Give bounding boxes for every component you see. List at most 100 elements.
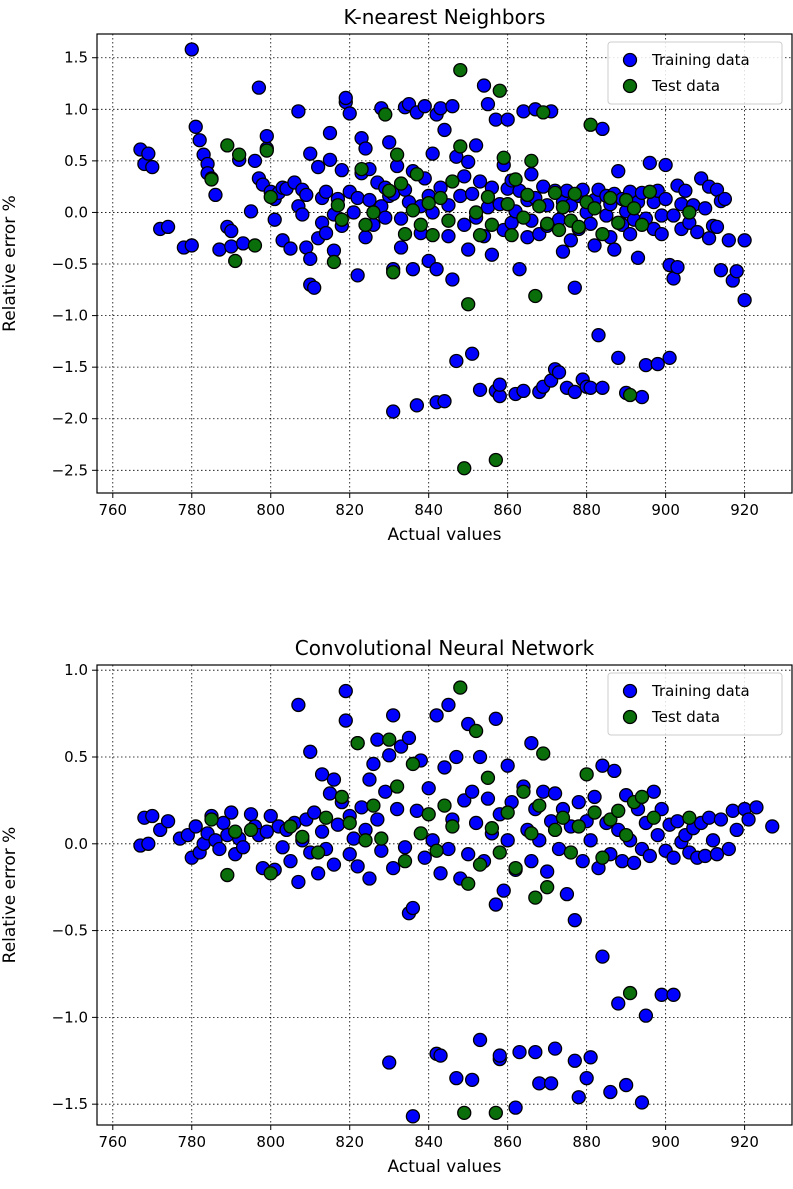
data-point <box>500 833 515 848</box>
data-point <box>338 713 353 728</box>
data-point <box>461 154 476 170</box>
data-point <box>358 141 373 156</box>
x-tick-label: 920 <box>730 501 759 519</box>
data-point <box>682 205 697 220</box>
data-point <box>516 784 531 799</box>
data-point <box>342 106 357 121</box>
legend-marker <box>622 709 638 725</box>
data-point <box>358 833 373 848</box>
data-point <box>508 172 523 187</box>
data-point <box>457 217 472 232</box>
data-point <box>571 794 586 810</box>
data-point <box>350 859 365 874</box>
data-point <box>528 1044 543 1060</box>
data-point <box>307 805 322 820</box>
data-point <box>461 297 476 312</box>
data-point <box>378 210 393 225</box>
x-tick-label: 860 <box>493 501 522 519</box>
data-point <box>464 784 480 799</box>
data-point <box>701 810 717 825</box>
data-point <box>421 781 436 796</box>
data-point <box>504 227 519 243</box>
data-point <box>224 239 239 254</box>
data-point <box>488 1105 503 1120</box>
data-point <box>374 843 389 858</box>
data-point <box>366 205 381 220</box>
data-point <box>310 866 326 881</box>
y-axis-label: Relative error % <box>0 195 20 332</box>
data-point <box>603 1084 618 1100</box>
data-point <box>291 874 306 890</box>
data-point <box>378 784 393 799</box>
data-point <box>508 860 523 876</box>
data-point <box>524 153 539 169</box>
data-point <box>342 815 357 831</box>
series-training <box>133 683 780 1124</box>
data-point <box>441 229 456 244</box>
data-point <box>540 216 555 231</box>
data-point <box>721 841 736 857</box>
data-point <box>366 756 381 772</box>
y-tick-label: −0.5 <box>52 922 88 940</box>
legend-box <box>607 672 783 736</box>
y-tick-label: −1.5 <box>52 358 88 376</box>
data-point <box>421 807 436 822</box>
data-point <box>453 188 468 204</box>
data-point <box>480 189 496 205</box>
data-point <box>480 96 496 112</box>
data-point <box>567 384 582 400</box>
data-point <box>382 748 397 763</box>
data-point <box>457 169 472 184</box>
data-point <box>567 1053 582 1068</box>
data-point <box>243 204 259 219</box>
data-point <box>516 383 531 399</box>
data-point <box>449 353 464 369</box>
data-point <box>658 191 673 207</box>
data-point <box>583 833 598 848</box>
data-point <box>607 763 622 779</box>
data-point <box>433 101 448 116</box>
data-point <box>437 122 452 138</box>
data-point <box>555 810 571 825</box>
data-point <box>729 264 744 279</box>
data-point <box>322 125 338 141</box>
data-point <box>551 222 567 238</box>
data-point <box>295 207 310 222</box>
data-point <box>603 190 618 206</box>
data-point <box>267 212 282 227</box>
data-point <box>611 803 626 818</box>
axes-frame <box>96 33 793 494</box>
x-tick-label: 780 <box>177 501 206 519</box>
x-tick-label: 760 <box>98 501 127 519</box>
data-point <box>543 1076 559 1091</box>
data-point <box>587 238 602 253</box>
axes-frame <box>96 664 793 1126</box>
data-point <box>579 1070 594 1086</box>
data-point <box>409 167 425 182</box>
data-point <box>405 756 421 772</box>
legend-marker <box>622 78 638 94</box>
data-point <box>453 62 468 78</box>
data-point <box>405 262 421 277</box>
data-point <box>468 138 484 153</box>
data-point <box>303 251 318 267</box>
data-point <box>488 452 503 468</box>
x-tick-label: 880 <box>572 501 601 519</box>
data-point <box>567 913 582 928</box>
data-point <box>524 167 539 182</box>
data-point <box>622 387 638 403</box>
data-point <box>362 192 377 208</box>
data-point <box>638 1008 654 1023</box>
data-point <box>587 201 602 216</box>
data-point <box>615 854 630 869</box>
data-point <box>528 890 543 905</box>
y-tick-label: 1.0 <box>64 100 88 118</box>
data-point <box>713 263 729 278</box>
data-point <box>141 836 156 851</box>
data-point <box>184 42 199 57</box>
data-point <box>547 1041 563 1056</box>
data-point <box>717 191 733 207</box>
data-point <box>555 200 571 215</box>
data-point <box>512 262 527 277</box>
data-point <box>445 174 460 189</box>
